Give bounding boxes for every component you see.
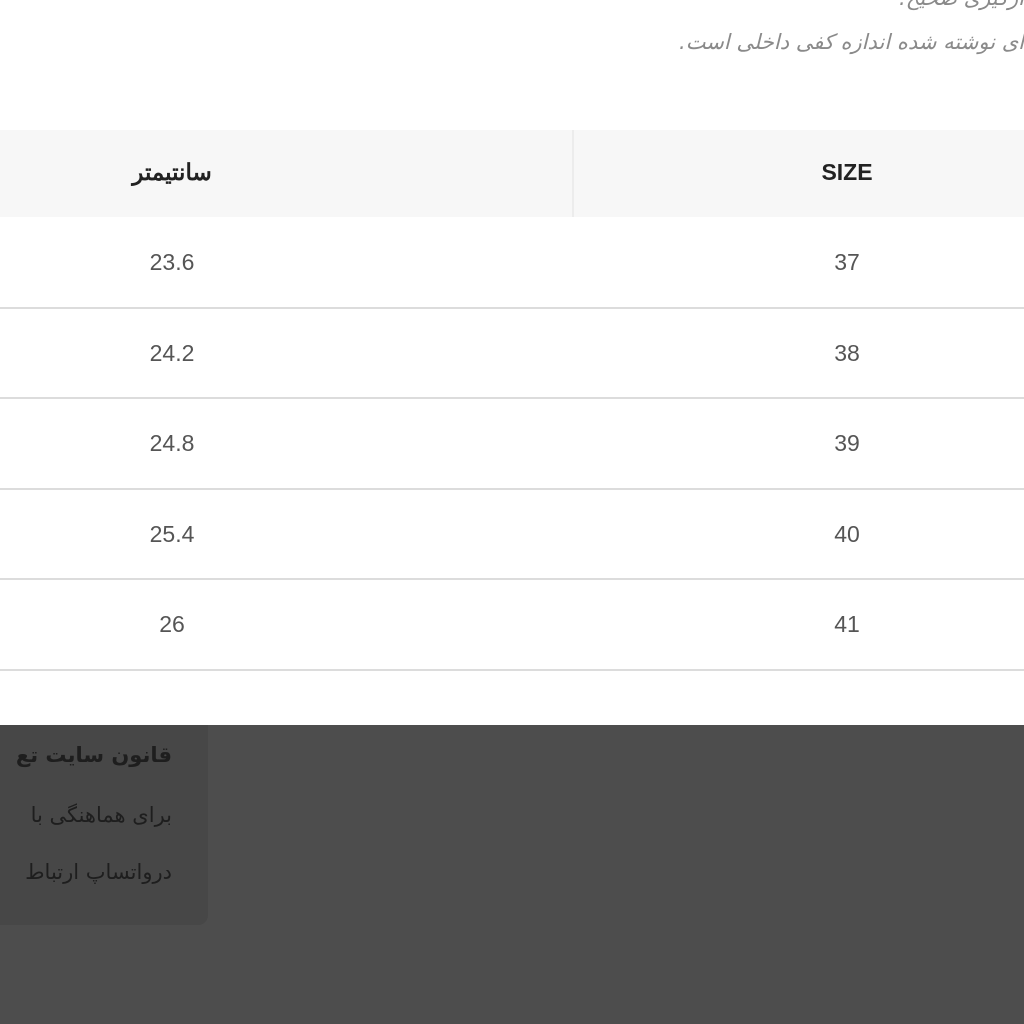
column-divider — [572, 130, 574, 217]
header-cell: SIZE — [821, 159, 873, 185]
popup — [0, 725, 208, 925]
row-divider — [0, 668, 1024, 671]
note-line: ای نوشته شده اندازه کفی داخلی است. — [679, 30, 1024, 54]
popup-line: برای هماهنگی با — [30, 803, 172, 827]
table-cell: 37 — [834, 249, 860, 275]
popup-line: درواتساپ ارتباط — [25, 860, 172, 884]
table-cell: 24.2 — [149, 339, 195, 366]
table-cell: 23.6 — [149, 249, 195, 275]
header-cell: سانتیمتر — [132, 159, 212, 185]
table-cell: 40 — [834, 520, 860, 547]
row-divider — [0, 306, 1024, 309]
table-cell: 24.8 — [149, 430, 195, 456]
popup-title: قانون سایت تع — [15, 743, 172, 767]
table-cell: 39 — [834, 430, 860, 456]
row-divider — [0, 487, 1024, 490]
row-divider — [0, 397, 1024, 399]
table-cell: 26 — [159, 611, 185, 637]
table-cell: 25.4 — [149, 520, 195, 547]
table-cell: 38 — [834, 339, 860, 366]
row-divider — [0, 578, 1024, 580]
table-header — [0, 130, 1024, 217]
note-line: ازگیری صحیح. — [899, 0, 1024, 10]
table-cell: 41 — [834, 611, 860, 637]
size-table: سانتیمتر SIZE 23.6 37 24.2 38 24.8 39 25.4 40 26 41 — [0, 130, 1024, 671]
